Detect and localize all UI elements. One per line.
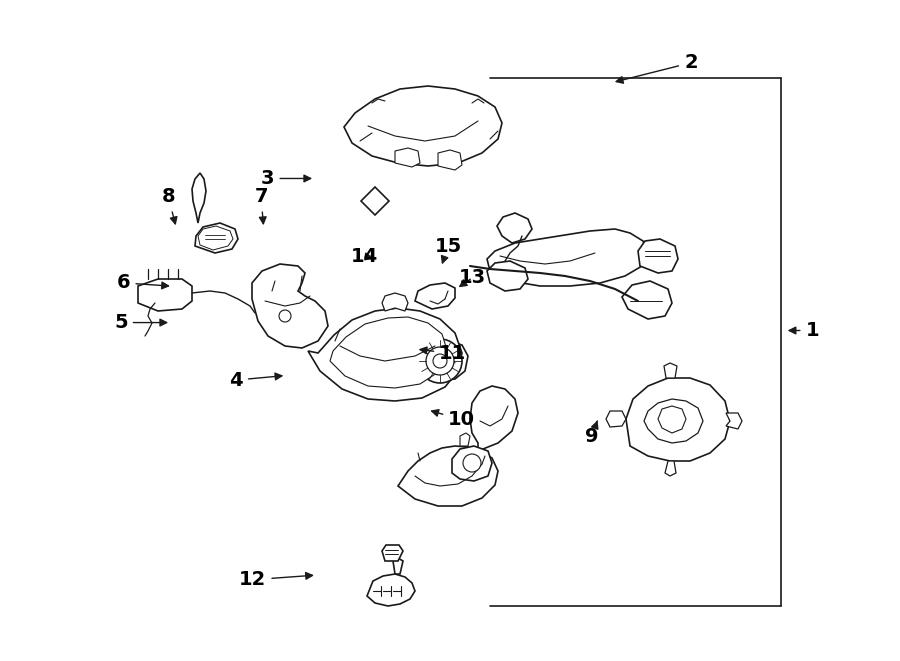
Polygon shape <box>487 229 648 286</box>
Text: 13: 13 <box>459 268 486 287</box>
Circle shape <box>279 310 291 322</box>
Polygon shape <box>192 173 206 223</box>
Text: 5: 5 <box>114 313 166 332</box>
Circle shape <box>418 339 462 383</box>
Polygon shape <box>487 261 528 291</box>
Polygon shape <box>658 406 686 433</box>
Polygon shape <box>367 574 415 606</box>
Polygon shape <box>438 150 462 170</box>
Polygon shape <box>252 264 328 348</box>
Polygon shape <box>626 378 730 461</box>
Text: 15: 15 <box>435 237 462 263</box>
Circle shape <box>426 347 454 375</box>
Text: 9: 9 <box>585 421 598 446</box>
Text: 11: 11 <box>420 344 466 363</box>
Text: 4: 4 <box>230 371 282 389</box>
Polygon shape <box>398 446 498 506</box>
Polygon shape <box>644 399 703 443</box>
Polygon shape <box>382 293 408 311</box>
Polygon shape <box>361 187 389 215</box>
Text: 14: 14 <box>351 247 378 266</box>
Text: 3: 3 <box>261 169 310 188</box>
Polygon shape <box>664 363 677 378</box>
Circle shape <box>433 354 447 368</box>
Polygon shape <box>415 283 455 309</box>
Polygon shape <box>330 317 448 388</box>
Text: 8: 8 <box>161 188 177 224</box>
Text: 6: 6 <box>117 274 168 292</box>
Text: 12: 12 <box>239 570 312 589</box>
Polygon shape <box>460 433 470 446</box>
Polygon shape <box>726 413 742 429</box>
Polygon shape <box>452 446 492 481</box>
Polygon shape <box>418 341 468 381</box>
Text: 7: 7 <box>254 188 268 223</box>
Polygon shape <box>638 239 678 273</box>
Polygon shape <box>198 226 233 250</box>
Polygon shape <box>395 148 420 167</box>
Polygon shape <box>470 386 518 451</box>
Polygon shape <box>382 545 403 561</box>
Text: 1: 1 <box>789 321 819 340</box>
Circle shape <box>463 454 481 472</box>
Polygon shape <box>195 223 238 253</box>
Polygon shape <box>138 279 192 311</box>
Polygon shape <box>393 558 403 574</box>
Polygon shape <box>497 213 532 243</box>
Text: 10: 10 <box>432 410 475 429</box>
Polygon shape <box>622 281 672 319</box>
Polygon shape <box>344 86 502 166</box>
Text: 2: 2 <box>616 54 698 83</box>
Polygon shape <box>606 411 626 427</box>
Polygon shape <box>665 461 676 476</box>
Polygon shape <box>308 308 462 401</box>
